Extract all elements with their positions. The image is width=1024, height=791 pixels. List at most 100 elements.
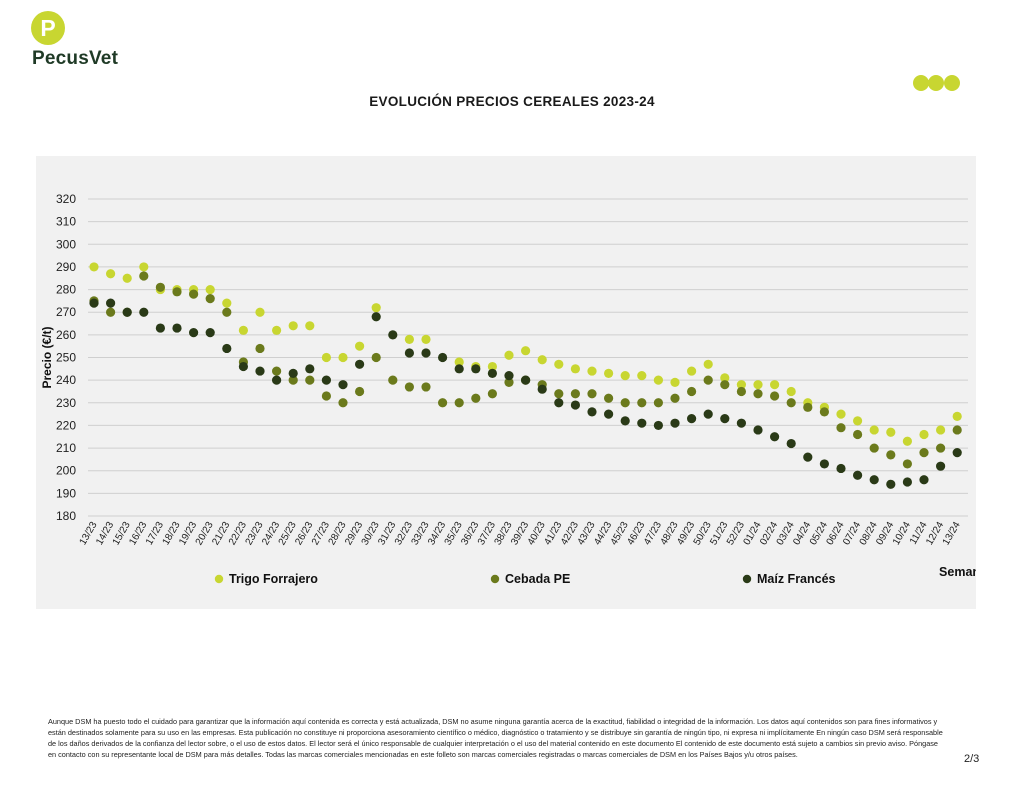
data-point-ma-z-franc-s [438, 352, 448, 363]
data-point-cebada-pe [919, 448, 929, 458]
data-point-ma-z-franc-s [836, 463, 846, 474]
legend-label: Maíz Francés [757, 572, 836, 586]
data-point-cebada-pe [454, 398, 464, 408]
data-point-trigo-forrajero [554, 359, 564, 369]
data-point-ma-z-franc-s [803, 452, 813, 462]
data-point-ma-z-franc-s [521, 375, 531, 385]
data-point-cebada-pe [388, 375, 398, 385]
data-point-cebada-pe [139, 271, 149, 281]
data-point-trigo-forrajero [355, 341, 365, 351]
data-point-cebada-pe [554, 389, 564, 399]
data-point-ma-z-franc-s [471, 364, 481, 374]
data-point-cebada-pe [886, 450, 896, 460]
data-point-ma-z-franc-s [952, 448, 962, 458]
data-point-trigo-forrajero [687, 366, 697, 376]
data-point-ma-z-franc-s [139, 307, 149, 317]
data-point-cebada-pe [504, 377, 514, 388]
data-point-cebada-pe [570, 389, 581, 399]
data-point-trigo-forrajero [338, 352, 348, 363]
data-point-ma-z-franc-s [404, 348, 414, 358]
data-point-cebada-pe [786, 398, 796, 408]
legend-marker [490, 574, 500, 584]
data-point-ma-z-franc-s [222, 343, 232, 354]
data-point-cebada-pe [753, 389, 763, 399]
data-point-trigo-forrajero [504, 350, 514, 360]
data-point-trigo-forrajero [106, 269, 116, 279]
data-point-cebada-pe [670, 393, 680, 403]
data-point-cebada-pe [421, 382, 431, 392]
data-point-ma-z-franc-s [570, 400, 581, 410]
data-point-cebada-pe [869, 443, 879, 453]
logo-mark-icon: P [31, 11, 65, 45]
brand-name: PecusVet [32, 48, 119, 69]
data-point-cebada-pe [288, 375, 298, 385]
data-point-ma-z-franc-s [487, 368, 497, 378]
data-point-cebada-pe [687, 386, 697, 397]
data-point-trigo-forrajero [205, 284, 215, 295]
data-point-ma-z-franc-s [421, 348, 431, 358]
data-point-trigo-forrajero [869, 425, 879, 435]
data-point-trigo-forrajero [321, 352, 331, 363]
data-point-cebada-pe [637, 398, 647, 408]
y-tick-label-left: 230 [56, 396, 76, 410]
data-point-cebada-pe [587, 389, 597, 399]
data-point-ma-z-franc-s [919, 475, 929, 485]
data-point-cebada-pe [604, 393, 614, 403]
data-point-ma-z-franc-s [604, 409, 614, 419]
data-point-trigo-forrajero [720, 373, 730, 383]
data-point-ma-z-franc-s [687, 414, 697, 424]
data-point-trigo-forrajero [753, 380, 763, 390]
data-point-trigo-forrajero [637, 371, 647, 381]
data-point-cebada-pe [620, 398, 630, 408]
data-point-cebada-pe [155, 282, 165, 292]
data-point-ma-z-franc-s [736, 418, 747, 428]
data-point-ma-z-franc-s [902, 477, 913, 487]
y-tick-label-left: 310 [56, 215, 76, 229]
data-point-trigo-forrajero [404, 334, 414, 344]
data-point-ma-z-franc-s [172, 323, 182, 333]
data-point-trigo-forrajero [371, 303, 381, 313]
data-point-cebada-pe [222, 307, 232, 317]
data-point-ma-z-franc-s [819, 459, 830, 469]
data-point-trigo-forrajero [936, 425, 946, 435]
y-tick-label-left: 180 [56, 509, 76, 523]
data-point-trigo-forrajero [454, 357, 464, 367]
data-point-ma-z-franc-s [653, 420, 664, 431]
data-point-cebada-pe [653, 398, 664, 408]
data-point-ma-z-franc-s [255, 366, 265, 376]
chart-panel: 1801801901902002002102102202202302302402… [36, 156, 976, 609]
data-point-ma-z-franc-s [122, 307, 132, 317]
data-point-trigo-forrajero [836, 409, 846, 419]
data-point-cebada-pe [471, 393, 481, 403]
data-point-ma-z-franc-s [504, 371, 514, 381]
chart-title: EVOLUCIÓN PRECIOS CEREALES 2023-24 [369, 94, 655, 109]
data-point-ma-z-franc-s [753, 425, 763, 435]
data-point-cebada-pe [819, 407, 830, 417]
data-point-trigo-forrajero [919, 429, 929, 440]
pecusvet-logo: P PecusVet [20, 10, 118, 70]
data-point-trigo-forrajero [521, 346, 531, 356]
data-point-ma-z-franc-s [869, 475, 879, 485]
data-point-ma-z-franc-s [288, 368, 298, 378]
data-point-trigo-forrajero [886, 427, 896, 437]
page-number: 2/3 [964, 753, 980, 765]
x-axis-label: Semana [939, 565, 976, 579]
brand-dots-icon [913, 75, 960, 91]
y-tick-label-left: 240 [56, 373, 76, 387]
data-point-cebada-pe [487, 389, 497, 399]
legend-marker [742, 574, 752, 584]
data-point-trigo-forrajero [238, 325, 248, 335]
data-point-cebada-pe [902, 459, 913, 469]
data-point-trigo-forrajero [421, 334, 431, 344]
data-point-ma-z-franc-s [703, 409, 713, 419]
data-point-cebada-pe [936, 443, 946, 453]
logo-circle [31, 11, 65, 45]
data-point-cebada-pe [205, 294, 215, 304]
y-tick-label-left: 220 [56, 418, 76, 432]
y-axis-label: Precio (€/t) [40, 326, 54, 388]
data-point-trigo-forrajero [122, 273, 132, 283]
data-point-trigo-forrajero [537, 355, 547, 365]
data-point-ma-z-franc-s [537, 384, 547, 394]
data-point-ma-z-franc-s [936, 461, 946, 471]
data-point-cebada-pe [106, 307, 116, 317]
